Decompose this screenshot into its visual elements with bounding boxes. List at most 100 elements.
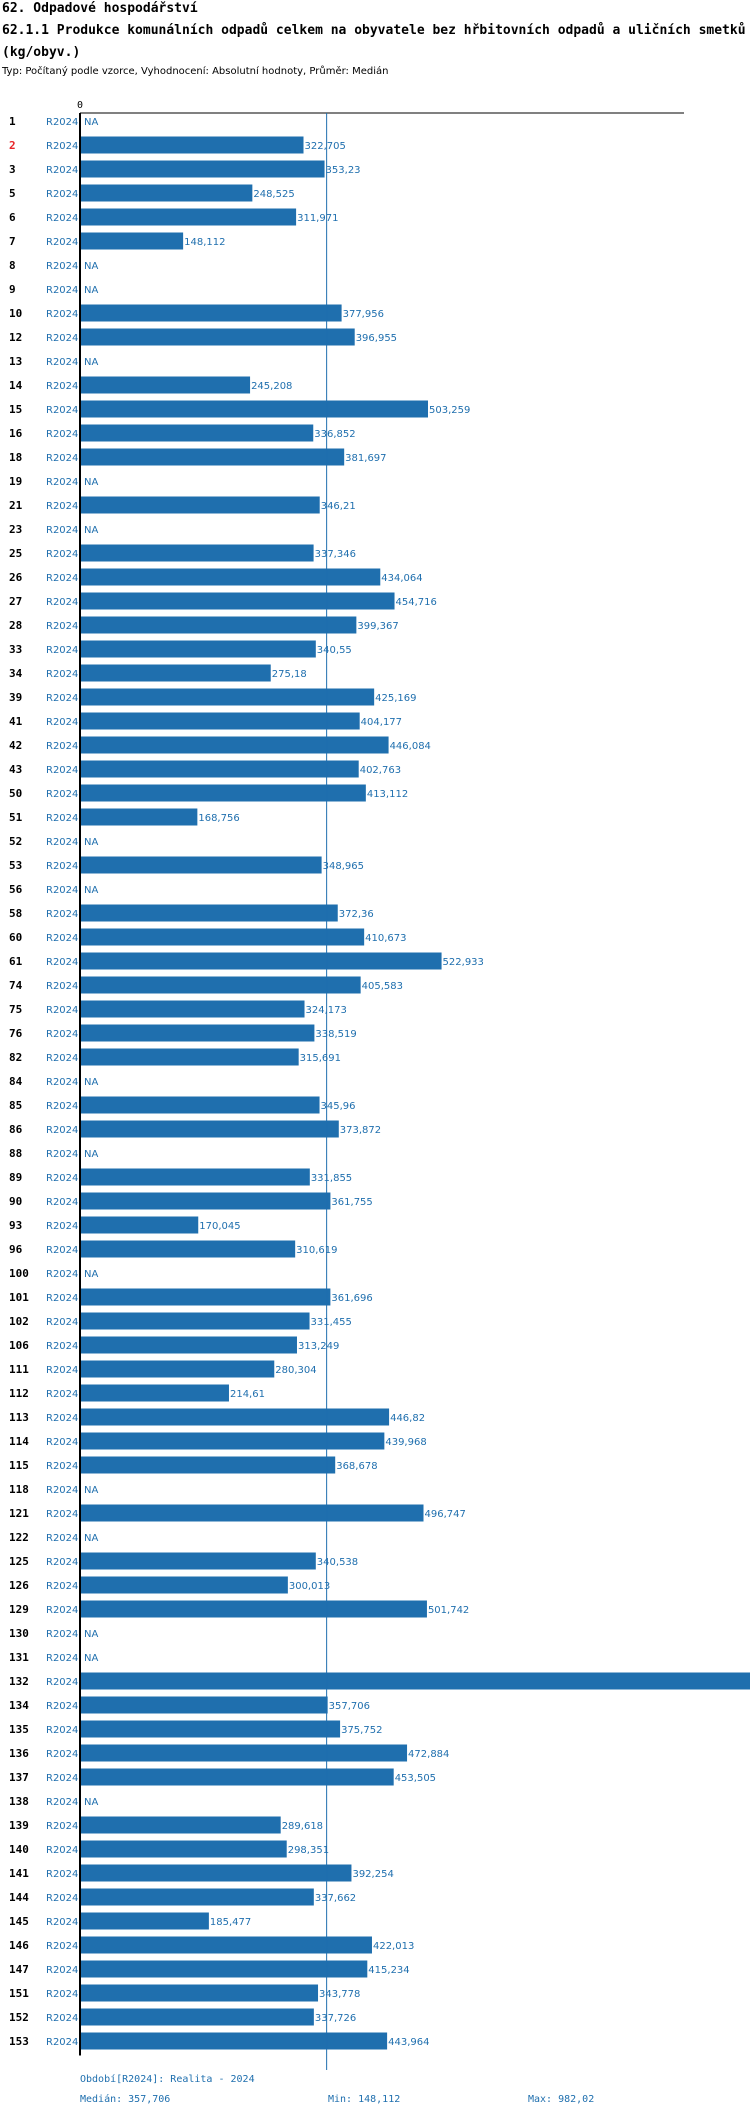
bar xyxy=(81,1984,319,2002)
bar-value-label: 357,706 xyxy=(329,1701,370,1712)
bar xyxy=(81,904,338,922)
page-title: 62. Odpadové hospodářství xyxy=(2,1,198,16)
row-period-label: R2024 xyxy=(46,549,78,560)
row-period-label: R2024 xyxy=(46,165,78,176)
row-id-label: 27 xyxy=(9,595,22,608)
row-id-label: 28 xyxy=(9,619,22,632)
bar-value-label: 372,36 xyxy=(339,909,374,920)
row-period-label: R2024 xyxy=(46,1077,78,1088)
bar xyxy=(81,1024,315,1042)
row-id-label: 61 xyxy=(9,955,23,968)
row-period-label: R2024 xyxy=(46,933,78,944)
row-period-label: R2024 xyxy=(46,1197,78,1208)
row-period-label: R2024 xyxy=(46,1989,78,2000)
bar xyxy=(81,1576,288,1594)
bar xyxy=(81,184,253,202)
row-period-label: R2024 xyxy=(46,1365,78,1376)
row-id-label: 56 xyxy=(9,883,23,896)
bar xyxy=(81,160,325,178)
bar xyxy=(81,928,365,946)
bar xyxy=(81,1432,385,1450)
row-period-label: R2024 xyxy=(46,1965,78,1976)
bar xyxy=(81,1240,296,1258)
row-id-label: 7 xyxy=(9,235,16,248)
row-id-label: 12 xyxy=(9,331,22,344)
bar xyxy=(81,1720,341,1738)
row-id-label: 106 xyxy=(9,1339,29,1352)
min-summary: Min: 148,112 xyxy=(328,2094,401,2105)
bar-value-label: 472,884 xyxy=(408,1749,449,1760)
row-period-label: R2024 xyxy=(46,1653,78,1664)
na-label: NA xyxy=(84,1629,98,1640)
row-period-label: R2024 xyxy=(46,1773,78,1784)
bar xyxy=(81,1312,310,1330)
row-id-label: 6 xyxy=(9,211,16,224)
row-id-label: 152 xyxy=(9,2011,29,2024)
row-period-label: R2024 xyxy=(46,1533,78,1544)
row-id-label: 9 xyxy=(9,283,16,296)
row-period-label: R2024 xyxy=(46,1509,78,1520)
row-period-label: R2024 xyxy=(46,1845,78,1856)
row-period-label: R2024 xyxy=(46,645,78,656)
bar-value-label: 375,752 xyxy=(341,1725,382,1736)
row-period-label: R2024 xyxy=(46,717,78,728)
bar-value-label: 331,855 xyxy=(311,1173,352,1184)
bar xyxy=(81,664,271,682)
row-id-label: 23 xyxy=(9,523,22,536)
row-period-label: R2024 xyxy=(46,1917,78,1928)
row-period-label: R2024 xyxy=(46,1125,78,1136)
row-period-label: R2024 xyxy=(46,1461,78,1472)
bar xyxy=(81,736,389,754)
bar-value-label: 361,755 xyxy=(331,1197,372,1208)
bar xyxy=(81,1552,316,1570)
row-period-label: R2024 xyxy=(46,1293,78,1304)
row-period-label: R2024 xyxy=(46,765,78,776)
bar xyxy=(81,1960,368,1978)
bar xyxy=(81,1336,297,1354)
row-period-label: R2024 xyxy=(46,621,78,632)
bar xyxy=(81,1600,427,1618)
row-id-label: 147 xyxy=(9,1963,29,1976)
bar xyxy=(81,640,316,658)
bar xyxy=(81,1288,331,1306)
row-period-label: R2024 xyxy=(46,1005,78,1016)
bar xyxy=(81,304,342,322)
na-label: NA xyxy=(84,1269,98,1280)
bar xyxy=(81,1912,209,1930)
bar-value-label: 322,705 xyxy=(305,141,346,152)
bar-value-label: 392,254 xyxy=(352,1869,393,1880)
row-period-label: R2024 xyxy=(46,1053,78,1064)
bar xyxy=(81,232,184,250)
row-id-label: 26 xyxy=(9,571,23,584)
bar xyxy=(81,1888,314,1906)
bar xyxy=(81,1384,229,1402)
bar xyxy=(81,592,395,610)
bar-value-label: 381,697 xyxy=(345,453,386,464)
bar xyxy=(81,424,314,442)
bar xyxy=(81,2008,314,2026)
row-id-label: 115 xyxy=(9,1459,29,1472)
row-period-label: R2024 xyxy=(46,117,78,128)
bar-value-label: 496,747 xyxy=(425,1509,466,1520)
bar-value-label: 348,965 xyxy=(323,861,364,872)
chart-type-info: Typ: Počítaný podle vzorce, Vyhodnocení:… xyxy=(2,66,389,77)
row-id-label: 93 xyxy=(9,1219,22,1232)
bar xyxy=(81,1744,408,1762)
row-id-label: 15 xyxy=(9,403,22,416)
bar xyxy=(81,544,314,562)
row-period-label: R2024 xyxy=(46,1557,78,1568)
row-period-label: R2024 xyxy=(46,261,78,272)
bar-value-label: 503,259 xyxy=(429,405,470,416)
row-period-label: R2024 xyxy=(46,1749,78,1760)
row-id-label: 132 xyxy=(9,1675,29,1688)
row-id-label: 140 xyxy=(9,1843,29,1856)
bar xyxy=(81,1408,390,1426)
bar-value-label: 337,726 xyxy=(315,2013,356,2024)
bar-value-label: 346,21 xyxy=(321,501,356,512)
bar-value-label: 337,662 xyxy=(315,1893,356,1904)
bar-value-label: 331,455 xyxy=(311,1317,352,1328)
bar-value-label: 245,208 xyxy=(251,381,292,392)
bar xyxy=(81,760,359,778)
period-note: Období[R2024]: Realita - 2024 xyxy=(80,2074,255,2085)
row-period-label: R2024 xyxy=(46,1029,78,1040)
